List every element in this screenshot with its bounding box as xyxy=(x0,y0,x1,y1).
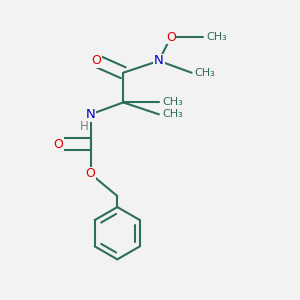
Text: CH₃: CH₃ xyxy=(206,32,227,42)
Text: CH₃: CH₃ xyxy=(162,109,183,119)
Text: O: O xyxy=(53,138,63,151)
Text: O: O xyxy=(166,31,176,44)
Text: N: N xyxy=(86,108,95,121)
Text: O: O xyxy=(92,54,101,67)
Text: O: O xyxy=(85,167,95,180)
Text: H: H xyxy=(80,120,89,133)
Text: CH₃: CH₃ xyxy=(195,68,215,78)
Text: CH₃: CH₃ xyxy=(162,98,183,107)
Text: N: N xyxy=(154,54,164,67)
